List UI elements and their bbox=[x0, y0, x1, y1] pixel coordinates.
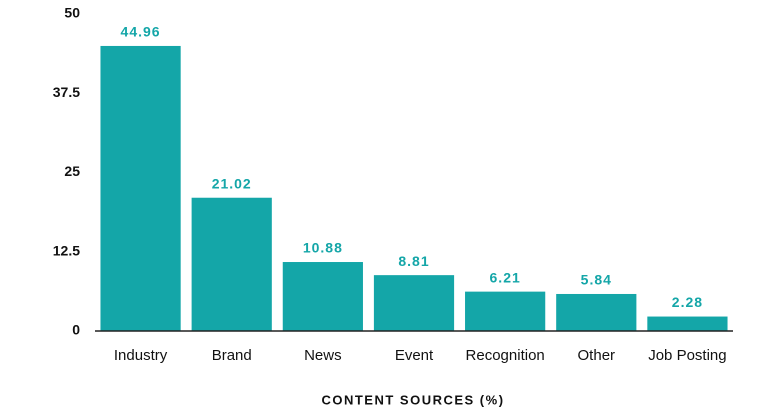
x-tick-label: Recognition bbox=[466, 347, 545, 364]
value-label: 44.96 bbox=[121, 24, 161, 40]
x-tick-label: Industry bbox=[114, 347, 168, 364]
value-label: 10.88 bbox=[303, 240, 343, 256]
x-tick-label: Event bbox=[395, 347, 434, 364]
x-tick-label: News bbox=[304, 347, 342, 364]
x-axis-title: CONTENT SOURCES (%) bbox=[321, 392, 504, 407]
bar bbox=[282, 262, 363, 331]
bar bbox=[373, 275, 455, 331]
x-tick-label: Job Posting bbox=[648, 347, 726, 364]
y-tick-label: 25 bbox=[64, 163, 80, 179]
value-label: 2.28 bbox=[672, 294, 703, 310]
value-label: 5.84 bbox=[581, 272, 612, 288]
x-tick-label: Other bbox=[578, 347, 616, 364]
value-label: 21.02 bbox=[212, 175, 252, 191]
value-label: 8.81 bbox=[398, 253, 429, 269]
bar bbox=[465, 291, 546, 331]
bar bbox=[556, 293, 637, 331]
bar bbox=[100, 45, 181, 331]
y-tick-label: 0 bbox=[72, 322, 80, 338]
bar bbox=[647, 316, 728, 331]
y-tick-label: 37.5 bbox=[53, 84, 80, 100]
bar bbox=[191, 197, 272, 331]
y-tick-label: 12.5 bbox=[53, 242, 80, 258]
value-label: 6.21 bbox=[490, 269, 521, 285]
x-tick-label: Brand bbox=[212, 347, 252, 364]
y-tick-label: 50 bbox=[64, 5, 80, 21]
